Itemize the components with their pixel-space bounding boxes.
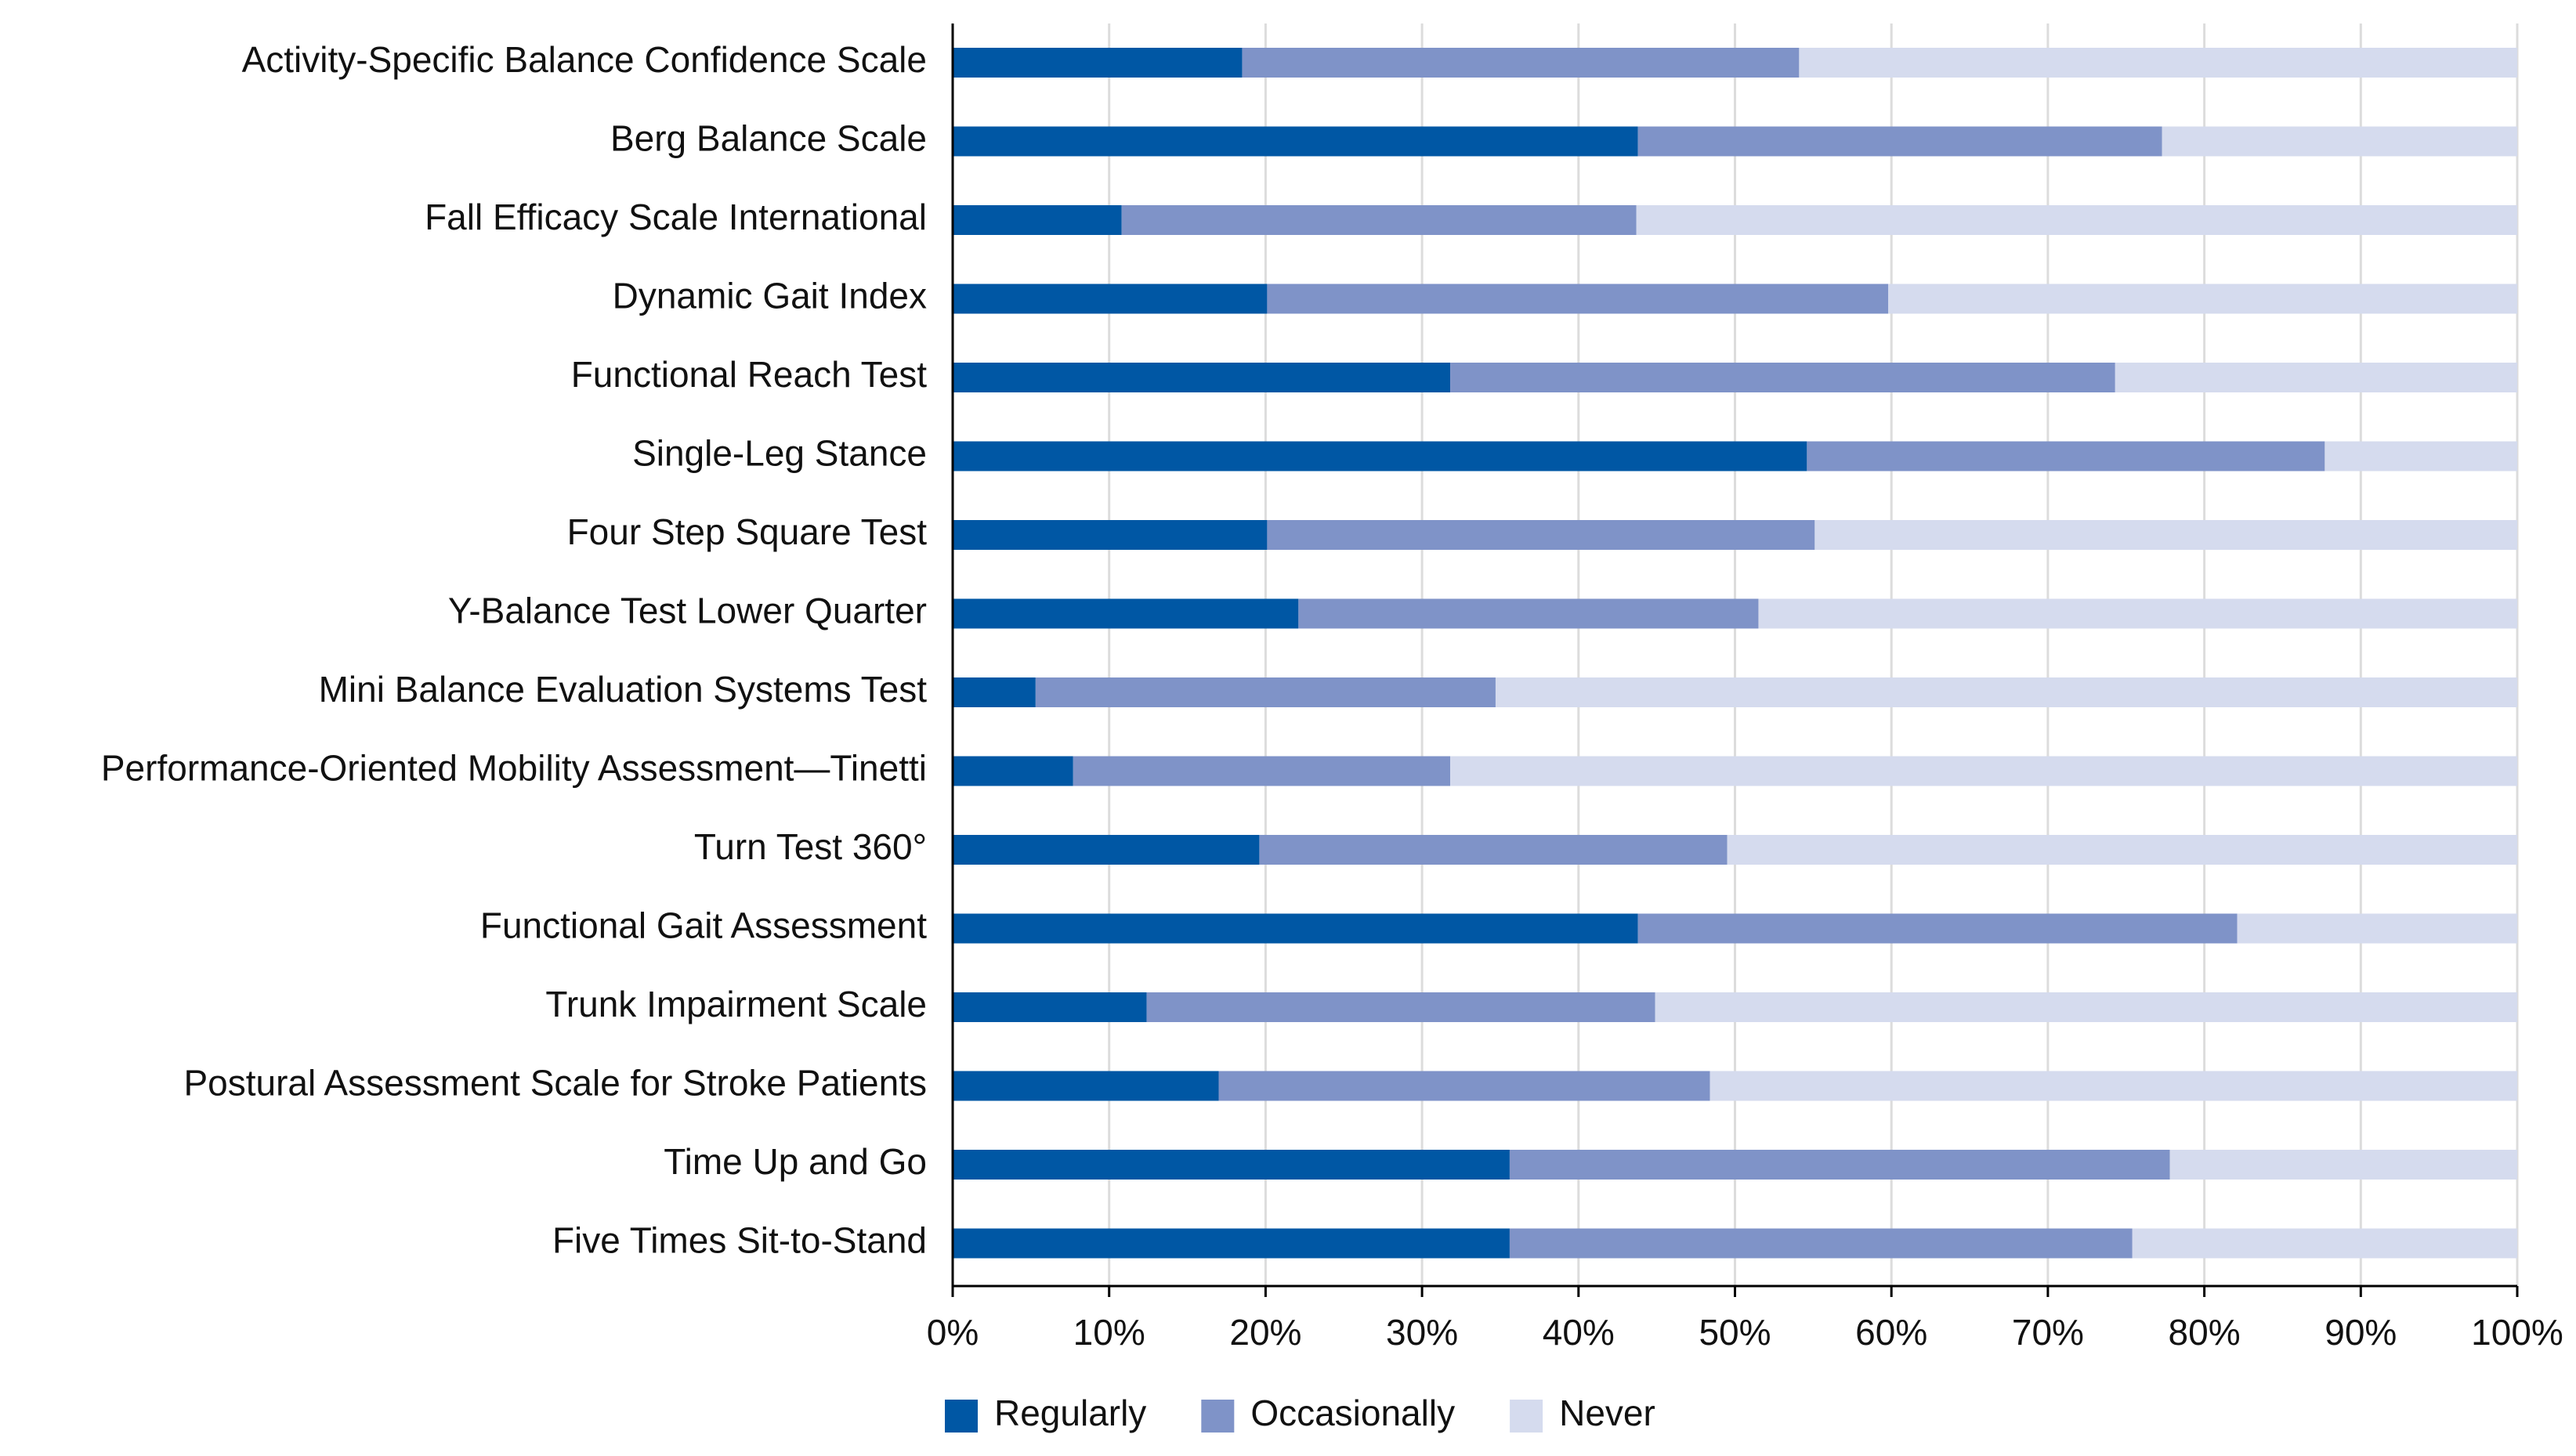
bar-segment — [953, 992, 1147, 1022]
bar-segment — [1637, 126, 2162, 157]
x-tick-label: 0% — [927, 1312, 979, 1353]
bar-segment — [953, 913, 1638, 944]
bar-segment — [953, 48, 1243, 78]
y-tick-label: Mini Balance Evaluation Systems Test — [319, 669, 928, 710]
bar-segment — [1758, 598, 2517, 629]
bar-segment — [1888, 284, 2517, 314]
bar-segment — [2115, 363, 2517, 392]
bar-segment — [1637, 913, 2238, 944]
bar-segment — [1807, 441, 2325, 471]
y-tick-label: Turn Test 360° — [694, 826, 927, 867]
bar-segment — [2237, 913, 2517, 944]
bar-segment — [1495, 677, 2517, 707]
legend-swatch — [945, 1400, 978, 1433]
bar-segment — [1509, 1228, 2133, 1259]
legend-label: Never — [1559, 1393, 1655, 1433]
bar-segment — [1509, 1150, 2170, 1180]
x-tick-label: 100% — [2471, 1312, 2563, 1353]
bar-segment — [1146, 992, 1655, 1022]
legend-swatch — [1201, 1400, 1235, 1433]
legend-swatch — [1510, 1400, 1543, 1433]
y-tick-label: Fall Efficacy Scale International — [425, 197, 927, 237]
bar-segment — [1709, 1071, 2517, 1101]
y-tick-label: Y-Balance Test Lower Quarter — [448, 591, 927, 631]
y-tick-label: Dynamic Gait Index — [613, 276, 927, 316]
x-tick-label: 30% — [1386, 1312, 1458, 1353]
bar-segment — [953, 756, 1073, 786]
bar-segment — [2132, 1228, 2517, 1259]
bar-segment — [953, 441, 1807, 471]
legend-label: Occasionally — [1250, 1393, 1455, 1433]
x-tick-label: 20% — [1229, 1312, 1301, 1353]
x-tick-label: 80% — [2169, 1312, 2241, 1353]
bar-segment — [953, 205, 1122, 235]
bar-segment — [1259, 835, 1728, 865]
x-tick-label: 60% — [1855, 1312, 1927, 1353]
y-tick-label: Four Step Square Test — [567, 511, 928, 552]
y-tick-label: Trunk Impairment Scale — [545, 984, 927, 1024]
bar-segment — [1450, 756, 2517, 786]
y-tick-label: Functional Reach Test — [571, 354, 928, 395]
bar-segment — [1636, 205, 2517, 235]
y-tick-label: Functional Gait Assessment — [480, 905, 927, 946]
bar-segment — [953, 520, 1268, 550]
y-tick-label: Postural Assessment Scale for Stroke Pat… — [183, 1063, 927, 1104]
x-tick-label: 50% — [1699, 1312, 1771, 1353]
y-tick-label: Time Up and Go — [664, 1141, 927, 1182]
bar-segment — [1727, 835, 2517, 865]
bar-segment — [953, 363, 1451, 392]
bar-segment — [1298, 598, 1759, 629]
y-tick-label: Performance-Oriented Mobility Assessment… — [101, 748, 927, 789]
bar-segment — [1450, 363, 2115, 392]
bar-segment — [953, 677, 1036, 707]
bar-segment — [1799, 48, 2517, 78]
bar-segment — [953, 284, 1268, 314]
bar-segment — [1242, 48, 1800, 78]
x-tick-label: 40% — [1543, 1312, 1615, 1353]
bar-segment — [1655, 992, 2517, 1022]
bar-segment — [1218, 1071, 1710, 1101]
bar-segment — [1267, 520, 1815, 550]
y-tick-label: Five Times Sit-to-Stand — [552, 1220, 927, 1261]
legend-label: Regularly — [994, 1393, 1146, 1433]
bar-segment — [2169, 1150, 2517, 1180]
bar-segment — [1073, 756, 1451, 786]
y-tick-label: Activity-Specific Balance Confidence Sca… — [242, 39, 927, 80]
bar-segment — [1814, 520, 2517, 550]
bar-segment — [953, 126, 1638, 157]
bar-segment — [1121, 205, 1637, 235]
bar-segment — [953, 598, 1299, 629]
bar-segment — [953, 1071, 1219, 1101]
bar-segment — [2162, 126, 2517, 157]
bar-segment — [1267, 284, 1889, 314]
x-tick-label: 70% — [2012, 1312, 2084, 1353]
bar-segment — [2325, 441, 2517, 471]
y-tick-label: Single-Leg Stance — [632, 433, 927, 474]
x-tick-label: 90% — [2325, 1312, 2397, 1353]
bar-segment — [953, 1228, 1510, 1259]
bar-segment — [953, 1150, 1510, 1180]
y-tick-label: Berg Balance Scale — [610, 118, 927, 159]
bar-segment — [953, 835, 1260, 865]
bar-segment — [1035, 677, 1496, 707]
x-tick-label: 10% — [1073, 1312, 1145, 1353]
